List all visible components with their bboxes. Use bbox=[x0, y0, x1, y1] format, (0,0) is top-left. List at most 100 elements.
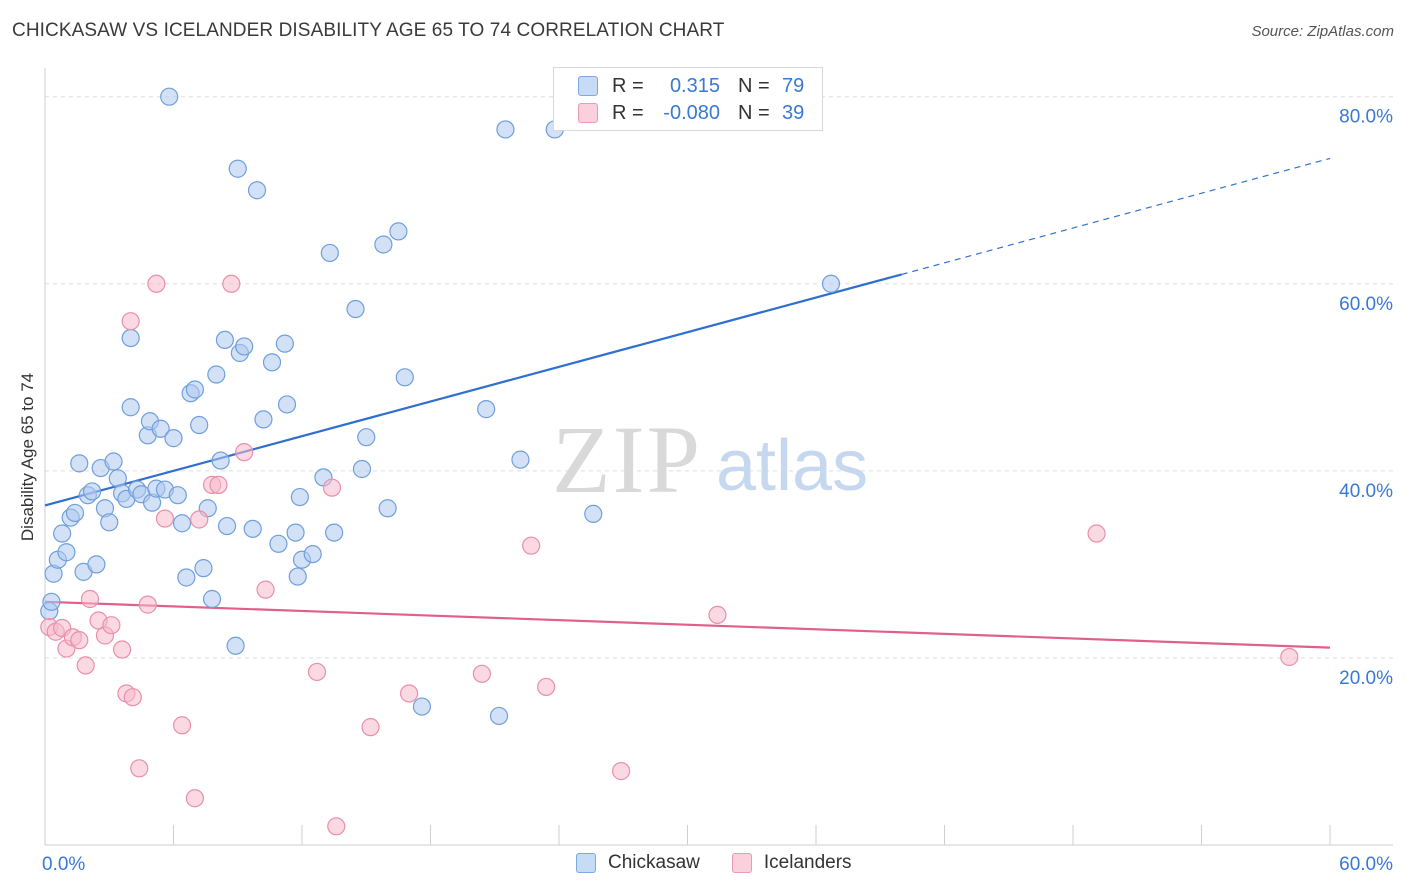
series-legend-chickasaw[interactable]: Chickasaw bbox=[576, 852, 700, 874]
chickasaw-point bbox=[303, 545, 322, 564]
legend-r-label: R = bbox=[612, 74, 644, 97]
axis-layer bbox=[44, 68, 1393, 846]
chickasaw-point bbox=[190, 415, 209, 435]
legend-r-value: -0.080 bbox=[663, 101, 720, 124]
series-swatch-icelanders bbox=[731, 853, 752, 873]
chickasaw-point bbox=[325, 523, 344, 542]
chickasaw-point bbox=[821, 274, 841, 293]
chickasaw-point bbox=[235, 337, 254, 356]
tick-labels: 20.0% 40.0% 60.0% 80.0% 0.0% 60.0% Disability … bbox=[18, 107, 1393, 875]
icelanders-point bbox=[138, 595, 157, 614]
chickasaw-point bbox=[262, 353, 282, 372]
series-swatch-chickasaw bbox=[576, 853, 596, 873]
legend-n-value: 39 bbox=[782, 101, 805, 124]
series-legend-icelanders[interactable]: Icelanders bbox=[731, 852, 852, 874]
chickasaw-point bbox=[65, 503, 85, 523]
chart-source: Source: ZipAtlas.com bbox=[1251, 23, 1394, 40]
icelanders-point bbox=[102, 616, 121, 635]
correlation-legend: R = 0.315 N = 79 R = -0.080 N = 39 bbox=[553, 67, 823, 131]
watermark-zip: ZIP bbox=[552, 406, 702, 513]
chickasaw-point bbox=[211, 451, 230, 470]
icelanders-point bbox=[70, 631, 89, 650]
chickasaw-point bbox=[346, 299, 365, 319]
icelanders-point bbox=[612, 762, 631, 781]
chickasaw-point bbox=[226, 636, 245, 655]
chickasaw-point bbox=[243, 519, 262, 538]
icelanders-point bbox=[256, 580, 275, 599]
watermark-atlas: atlas bbox=[716, 426, 868, 506]
legend-row-chickasaw: R = 0.315 N = 79 bbox=[578, 73, 804, 99]
watermark: ZIP atlas bbox=[552, 406, 868, 513]
chickasaw-point bbox=[412, 697, 432, 716]
legend-n-label: N = bbox=[738, 74, 770, 97]
chickasaw-point bbox=[352, 459, 372, 479]
x-tick-label: 0.0% bbox=[42, 854, 85, 875]
icelanders-point bbox=[472, 664, 491, 683]
chickasaw-point bbox=[247, 181, 267, 200]
chickasaw-point bbox=[395, 368, 414, 387]
chickasaw-point bbox=[185, 380, 205, 399]
series-label-chickasaw: Chickasaw bbox=[608, 852, 700, 873]
chickasaw-point bbox=[477, 400, 496, 419]
icelanders-trend-line bbox=[44, 600, 1331, 649]
icelanders-point bbox=[121, 312, 140, 331]
y-axis-title: Disability Age 65 to 74 bbox=[18, 373, 37, 541]
legend-swatch-icelanders bbox=[578, 103, 598, 123]
chickasaw-point bbox=[57, 543, 76, 562]
chickasaw-point bbox=[277, 395, 297, 414]
series-label-icelanders: Icelanders bbox=[763, 852, 852, 873]
chickasaw-point bbox=[151, 419, 170, 438]
chickasaw-point bbox=[164, 429, 183, 448]
icelanders-point bbox=[327, 817, 346, 836]
chickasaw-point bbox=[269, 534, 288, 553]
chickasaw-point bbox=[489, 706, 509, 726]
icelanders-point bbox=[147, 274, 166, 293]
chickasaw-point bbox=[160, 87, 179, 106]
chickasaw-point bbox=[378, 499, 397, 518]
chickasaw-point bbox=[374, 235, 393, 254]
icelanders-point bbox=[235, 443, 254, 462]
data-points bbox=[40, 87, 1299, 836]
chickasaw-point bbox=[275, 334, 294, 353]
chickasaw-point bbox=[290, 487, 309, 507]
x-tick-label: 60.0% bbox=[1339, 854, 1393, 875]
chickasaw-point bbox=[177, 568, 196, 587]
icelanders-point bbox=[361, 718, 380, 737]
chickasaw-point bbox=[511, 450, 530, 469]
chickasaw-point bbox=[83, 482, 102, 501]
y-tick-label: 20.0% bbox=[1339, 668, 1393, 689]
chickasaw-point bbox=[228, 159, 247, 178]
icelanders-point bbox=[537, 677, 556, 697]
chickasaw-point bbox=[121, 328, 140, 348]
chickasaw-point bbox=[286, 523, 305, 542]
icelanders-point bbox=[222, 274, 241, 293]
chickasaw-point bbox=[100, 513, 119, 532]
legend-r-value: 0.315 bbox=[669, 74, 720, 97]
icelanders-point bbox=[1087, 524, 1106, 543]
legend-swatch-chickasaw bbox=[578, 76, 598, 96]
legend-n-value: 79 bbox=[782, 74, 805, 97]
icelanders-point bbox=[522, 536, 541, 555]
icelanders-point bbox=[130, 759, 149, 778]
icelanders-point bbox=[76, 656, 95, 675]
chickasaw-point bbox=[389, 222, 408, 241]
icelanders-point bbox=[172, 716, 192, 735]
chickasaw-point bbox=[53, 524, 72, 543]
chickasaw-point bbox=[207, 365, 226, 384]
chickasaw-point bbox=[215, 330, 234, 350]
trend-lines bbox=[44, 157, 1331, 649]
chickasaw-point bbox=[194, 559, 213, 578]
y-tick-label: 80.0% bbox=[1339, 107, 1393, 128]
legend-row-icelanders: R = -0.080 N = 39 bbox=[578, 100, 804, 126]
chickasaw-point bbox=[104, 452, 123, 471]
icelanders-point bbox=[708, 605, 727, 625]
icelanders-point bbox=[112, 640, 132, 659]
chickasaw-trend-extension bbox=[901, 157, 1331, 276]
icelanders-point bbox=[80, 589, 100, 609]
chickasaw-point bbox=[254, 410, 273, 429]
chickasaw-point bbox=[320, 243, 339, 263]
icelanders-point bbox=[399, 684, 419, 703]
chickasaw-point bbox=[42, 592, 61, 611]
chart-title: CHICKASAW VS ICELANDER DISABILITY AGE 65… bbox=[12, 20, 725, 41]
